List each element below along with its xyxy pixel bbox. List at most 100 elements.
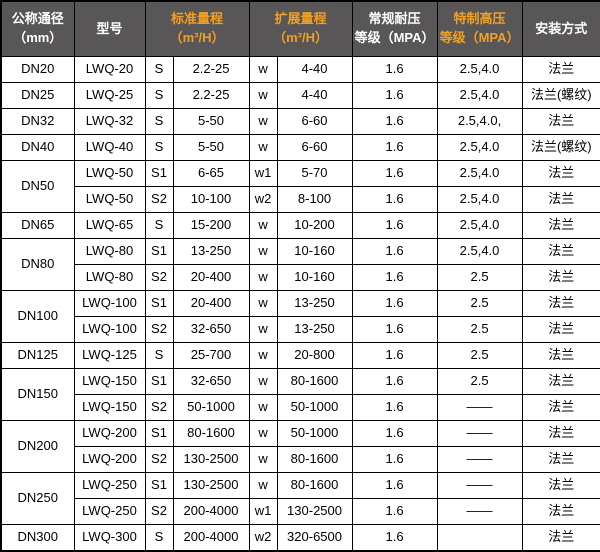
extended-range-value-cell: 10-160: [276, 264, 353, 291]
spec-table-body: DN20 LWQ-20 S 2.2-25 w 4-40 1.6 2.5,4.0 法兰 DN25 LW…: [0, 56, 600, 552]
standard-range-code-cell: S: [144, 342, 174, 369]
extended-range-code-cell: w: [248, 342, 278, 369]
extended-range-value-cell: 10-160: [276, 238, 353, 265]
standard-range-code-cell: S2: [144, 446, 174, 473]
standard-range-value-cell: 10-100: [172, 186, 250, 213]
extended-range-code-cell: w: [248, 264, 278, 291]
standard-range-value-cell: 130-2500: [172, 446, 250, 473]
nominal-diameter-cell: DN125: [0, 342, 75, 369]
nominal-diameter-cell: DN20: [0, 56, 75, 83]
nominal-diameter-cell: DN32: [0, 108, 75, 135]
standard-range-value-cell: 20-400: [172, 290, 250, 317]
standard-range-value-cell: 80-1600: [172, 420, 250, 447]
regular-pressure-cell: 1.6: [351, 446, 438, 473]
model-cell: LWQ-50: [73, 186, 146, 213]
install-method-cell: 法兰: [521, 316, 600, 343]
special-high-pressure-cell: 2.5,4.0: [436, 56, 523, 83]
install-method-cell: 法兰: [521, 472, 600, 499]
model-cell: LWQ-150: [73, 394, 146, 421]
extended-range-value-cell: 8-100: [276, 186, 353, 213]
special-high-pressure-cell: 2.5: [436, 316, 523, 343]
table-row: DN100 LWQ-100 S1 20-400 w 13-250 1.6 2.5 法兰: [0, 290, 600, 343]
extended-range-value-cell: 10-200: [276, 212, 353, 239]
standard-range-value-cell: 200-4000: [172, 524, 250, 552]
special-high-pressure-cell: 2.5: [436, 290, 523, 317]
model-cell: LWQ-50: [73, 160, 146, 187]
standard-range-value-cell: 32-650: [172, 368, 250, 395]
standard-range-code-cell: S: [144, 82, 174, 109]
model-cell: LWQ-80: [73, 238, 146, 265]
extended-range-code-cell: w1: [248, 498, 278, 525]
extended-range-code-cell: w2: [248, 524, 278, 552]
header-regular-pressure: 常规耐压 等级（MPA）: [351, 0, 438, 57]
header-install-method: 安装方式: [521, 0, 600, 57]
special-high-pressure-cell: ——: [436, 498, 523, 525]
install-method-cell: 法兰: [521, 498, 600, 525]
regular-pressure-cell: 1.6: [351, 56, 438, 83]
regular-pressure-cell: 1.6: [351, 108, 438, 135]
standard-range-value-cell: 20-400: [172, 264, 250, 291]
special-high-pressure-cell: ——: [436, 420, 523, 447]
extended-range-value-cell: 4-40: [276, 56, 353, 83]
extended-range-value-cell: 6-60: [276, 108, 353, 135]
header-special-high-pressure: 特制高压 等级（MPA）: [436, 0, 523, 57]
table-row: LWQ-150 S2 50-1000 w 50-1000 1.6 —— 法兰: [1, 394, 600, 421]
standard-range-value-cell: 15-200: [172, 212, 250, 239]
regular-pressure-cell: 1.6: [351, 238, 438, 265]
standard-range-code-cell: S1: [144, 290, 174, 317]
standard-range-code-cell: S1: [144, 420, 174, 447]
regular-pressure-cell: 1.6: [351, 134, 438, 161]
nominal-diameter-cell: DN300: [0, 524, 75, 552]
header-standard-range: 标准量程 （m³/H）: [144, 0, 250, 57]
nominal-diameter-cell: DN65: [0, 212, 75, 239]
header-model: 型号: [73, 0, 146, 57]
nominal-diameter-cell: DN50: [0, 160, 75, 213]
header-nominal-diameter: 公称通径 （mm）: [0, 0, 75, 57]
standard-range-code-cell: S2: [144, 316, 174, 343]
table-row: DN80 LWQ-80 S1 13-250 w 10-160 1.6 2.5,4.0 法兰: [0, 238, 600, 291]
extended-range-code-cell: w: [248, 472, 278, 499]
regular-pressure-cell: 1.6: [351, 524, 438, 552]
install-method-cell: 法兰: [521, 264, 600, 291]
special-high-pressure-cell: 2.5,4.0: [436, 186, 523, 213]
extended-range-value-cell: 130-2500: [276, 498, 353, 525]
regular-pressure-cell: 1.6: [351, 212, 438, 239]
table-row: DN50 LWQ-50 S1 6-65 w1 5-70 1.6 2.5,4.0 法兰: [0, 160, 600, 213]
special-high-pressure-cell: 2.5: [436, 342, 523, 369]
extended-range-code-cell: w: [248, 82, 278, 109]
special-high-pressure-cell: 2.5,4.0,: [436, 108, 523, 135]
model-cell: LWQ-25: [73, 82, 146, 109]
extended-range-value-cell: 13-250: [276, 290, 353, 317]
table-row: DN65 LWQ-65 S 15-200 w 10-200 1.6 2.5,4.0 法兰: [0, 212, 600, 239]
regular-pressure-cell: 1.6: [351, 420, 438, 447]
extended-range-code-cell: w: [248, 446, 278, 473]
special-high-pressure-cell: 2.5,4.0: [436, 82, 523, 109]
regular-pressure-cell: 1.6: [351, 290, 438, 317]
regular-pressure-cell: 1.6: [351, 82, 438, 109]
install-method-cell: 法兰: [521, 368, 600, 395]
regular-pressure-cell: 1.6: [351, 160, 438, 187]
table-row: DN200 LWQ-200 S1 80-1600 w 50-1000 1.6 —— 法兰: [0, 420, 600, 473]
standard-range-value-cell: 2.2-25: [172, 56, 250, 83]
regular-pressure-cell: 1.6: [351, 472, 438, 499]
table-row: DN32 LWQ-32 S 5-50 w 6-60 1.6 2.5,4.0, 法兰: [0, 108, 600, 135]
nominal-diameter-cell: DN100: [0, 290, 75, 343]
standard-range-code-cell: S: [144, 56, 174, 83]
nominal-diameter-cell: DN150: [0, 368, 75, 421]
install-method-cell: 法兰: [521, 56, 600, 83]
standard-range-value-cell: 32-650: [172, 316, 250, 343]
nominal-diameter-cell: DN200: [0, 420, 75, 473]
header-extended-range: 扩展量程 （m³/H）: [248, 0, 353, 57]
special-high-pressure-cell: ——: [436, 472, 523, 499]
extended-range-value-cell: 20-800: [276, 342, 353, 369]
standard-range-code-cell: S1: [144, 368, 174, 395]
extended-range-code-cell: w: [248, 368, 278, 395]
special-high-pressure-cell: [436, 524, 523, 552]
standard-range-code-cell: S1: [144, 472, 174, 499]
table-row: LWQ-250 S2 200-4000 w1 130-2500 1.6 —— 法兰: [1, 498, 600, 525]
extended-range-value-cell: 50-1000: [276, 420, 353, 447]
extended-range-value-cell: 80-1600: [276, 446, 353, 473]
extended-range-value-cell: 50-1000: [276, 394, 353, 421]
standard-range-code-cell: S2: [144, 394, 174, 421]
nominal-diameter-cell: DN40: [0, 134, 75, 161]
